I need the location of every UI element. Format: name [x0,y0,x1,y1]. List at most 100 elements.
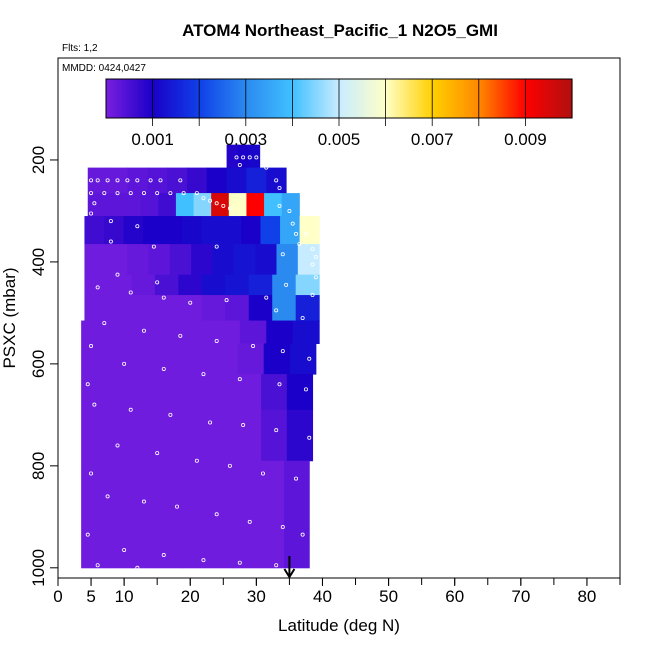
heatmap-cell [211,193,230,217]
sample-point [92,201,97,206]
colorbar-segment [432,79,435,118]
x-axis-title: Latitude (deg N) [278,616,400,635]
heatmap-cell [106,460,133,569]
colorbar-segment [527,79,531,118]
colorbar-tick-label: 0.001 [131,130,174,149]
colorbar-segment [281,79,285,118]
colorbar-segment [377,79,380,118]
colorbar-segment [504,79,507,118]
colorbar-tick-label: 0.005 [318,130,361,149]
colorbar-segment [224,79,228,118]
colorbar-segment [311,79,315,118]
heatmap-cell [134,320,161,344]
sample-point [155,451,160,456]
colorbar-segment [529,79,533,118]
colorbar-segment [474,79,478,118]
colorbar-segment [262,79,266,118]
sample-point [178,333,183,338]
colorbar-segment [173,79,177,118]
colorbar-segment [182,79,185,118]
colorbar-segment [415,79,418,118]
heatmap-cell [213,320,241,344]
heatmap-cell [158,374,185,411]
x-tick-label: 80 [577,587,596,606]
colorbar-segment [260,79,264,118]
sample-point [260,471,265,476]
colorbar-segment [273,79,277,118]
sample-point [227,463,232,468]
sample-point [115,191,120,196]
y-tick-label: 200 [29,146,48,174]
colorbar-segment [110,79,113,118]
colorbar-segment [542,79,546,118]
sample-point [274,428,279,433]
colorbar-segment [254,79,257,118]
colorbar-segment [154,79,158,118]
colorbar-segment [349,79,353,118]
colorbar-segment [372,79,376,118]
colorbar-segment [135,79,139,118]
heatmap-cell [261,374,288,411]
x-tick-label: 20 [181,587,200,606]
colorbar-segment [129,79,133,118]
sample-point [221,203,226,208]
sample-point [214,201,219,206]
x-tick-label: 10 [115,587,134,606]
heatmap-cell [225,295,250,322]
colorbar-segment [561,79,565,118]
colorbar-segment [521,79,524,118]
colorbar-segment [550,79,554,118]
colorbar-segment [305,79,308,118]
heatmap-cell [289,343,317,375]
heatmap-cell [154,274,179,296]
heatmap-cell [81,374,108,411]
colorbar-segment [535,79,539,118]
colorbar-segment [114,79,118,118]
sample-point [280,525,285,530]
colorbar-segment [317,79,321,118]
heatmap-cell [158,409,185,462]
colorbar-segment [125,79,128,118]
colorbar-segment [194,79,198,118]
colorbar-segment [389,79,393,118]
colorbar-segment [108,79,111,118]
heatmap-cell [132,409,159,462]
colorbar-segment [169,79,173,118]
heatmap-cell [211,343,239,375]
colorbar-segment [544,79,548,118]
sample-point [241,155,246,160]
sample-point [274,308,279,313]
heatmap-cell [226,144,239,169]
colorbar-segment [237,79,241,118]
colorbar-segment [283,79,287,118]
sample-point [89,471,94,476]
colorbar-border [105,78,573,119]
heatmap-cell [225,274,250,296]
sample-point [303,387,308,392]
colorbar-segment [358,79,361,118]
colorbar-segment [540,79,543,118]
heatmap-cell [107,295,132,322]
heatmap-cell [297,244,320,276]
colorbar-tick-labels: 0.001 0.003 0.005 0.007 0.009 [131,130,546,149]
colorbar-segment [256,79,260,118]
colorbar-segment [116,79,120,118]
heatmap-cell [81,409,108,462]
sample-point [247,519,252,524]
latitude-marker-arrow [283,556,296,579]
date-note: MMDD: 0424,0427 [62,63,146,74]
sample-point [95,563,100,568]
colorbar-segment [228,79,232,118]
colorbar-segment [423,79,427,118]
sample-point [307,435,312,440]
heatmap-cell [167,167,188,194]
colorbar-segment [499,79,503,118]
colorbar-segment [493,79,497,118]
colorbar-segment [427,79,431,118]
x-tick-label: 40 [313,587,332,606]
colorbar-segment [300,79,304,118]
colorbar-segment [375,79,378,118]
colorbar-segment [165,79,169,118]
colorbar-segment [336,79,340,118]
colorbar-segment [425,79,429,118]
